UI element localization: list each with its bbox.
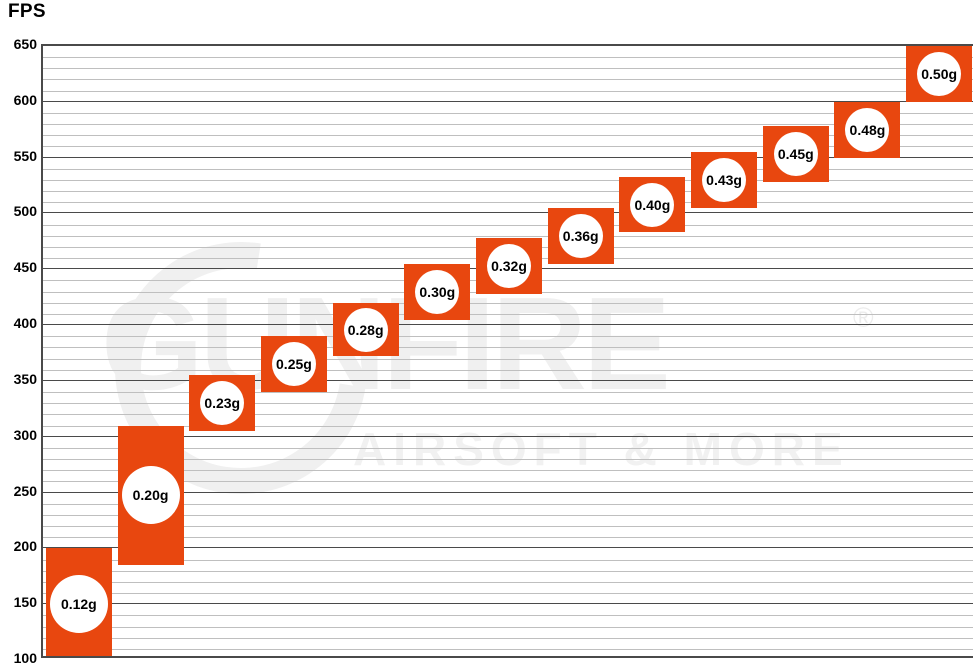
y-axis-tick-label: 100 (13, 650, 37, 666)
gridline-minor (43, 414, 973, 416)
gridline-minor (43, 626, 973, 628)
gridline-minor (43, 135, 973, 137)
gridline-major (43, 100, 973, 102)
gridline-major (43, 212, 973, 214)
gridline-minor (43, 403, 973, 405)
gridline-major (43, 156, 973, 158)
gridline-minor (43, 648, 973, 650)
gridline-minor (43, 336, 973, 338)
gridline-minor (43, 347, 973, 349)
gridline-minor (43, 581, 973, 583)
y-axis-tick-label: 450 (13, 259, 37, 276)
bar-label-bubble: 0.28g (343, 307, 388, 352)
gridline-minor (43, 112, 973, 114)
gridline-minor (43, 481, 973, 483)
y-axis-tick-label: 350 (13, 370, 37, 387)
gridline-minor (43, 615, 973, 617)
y-axis-tick-label: 400 (13, 315, 37, 332)
gridline-minor (43, 224, 973, 226)
gridline-minor (43, 124, 973, 126)
gridline-minor (43, 235, 973, 237)
plot-area: GUNFIRE ® AIRSOFT & MORE 0.12g0.20g0.23g… (41, 44, 973, 658)
bar-label-bubble: 0.43g (702, 157, 747, 202)
gridline-minor (43, 358, 973, 360)
bar-label-bubble: 0.40g (630, 182, 675, 227)
y-axis-tick-label: 250 (13, 482, 37, 499)
gridline-minor (43, 168, 973, 170)
gridline-major (43, 603, 973, 605)
gridline-minor (43, 313, 973, 315)
y-axis-tick-label: 600 (13, 91, 37, 108)
gridline-major (43, 435, 973, 437)
gridline-minor (43, 593, 973, 595)
gridline-minor (43, 369, 973, 371)
gridline-minor (43, 392, 973, 394)
gridline-minor (43, 559, 973, 561)
bar-label-bubble: 0.50g (917, 51, 962, 96)
gridline-minor (43, 459, 973, 461)
bar-label-bubble: 0.48g (845, 107, 890, 152)
gridline-minor (43, 447, 973, 449)
y-axis-tick-label: 550 (13, 147, 37, 164)
y-axis-tick-label: 200 (13, 538, 37, 555)
bar-label-bubble: 0.20g (121, 466, 180, 525)
gridline-major (43, 491, 973, 493)
gridline-minor (43, 425, 973, 427)
gridline-minor (43, 191, 973, 193)
y-axis-tick-label: 300 (13, 426, 37, 443)
gridline-minor (43, 146, 973, 148)
gridline-minor (43, 570, 973, 572)
gridline-minor (43, 514, 973, 516)
gridline-major (43, 547, 973, 549)
bar-label-bubble: 0.30g (415, 269, 460, 314)
gridline-minor (43, 68, 973, 70)
y-axis-tick-label: 150 (13, 594, 37, 611)
bar-label-bubble: 0.25g (271, 342, 316, 387)
gridline-minor (43, 503, 973, 505)
gridline-minor (43, 179, 973, 181)
bar-label-bubble: 0.32g (487, 243, 531, 288)
gridline-major (43, 379, 973, 381)
y-axis-tick-label: 650 (13, 36, 37, 52)
gridline-minor (43, 202, 973, 204)
gridline-minor (43, 302, 973, 304)
gridline-minor (43, 637, 973, 639)
bar-label-bubble: 0.12g (49, 575, 108, 634)
gridline-minor (43, 90, 973, 92)
gridline-minor (43, 79, 973, 81)
y-axis: 100 150 200 250 300 350 400 450 500 550 600 650 (0, 0, 41, 666)
y-axis-tick-label: 500 (13, 203, 37, 220)
gridline-minor (43, 57, 973, 59)
gridline-minor (43, 537, 973, 539)
gridline-major (43, 324, 973, 326)
page-title: FPS (8, 1, 46, 22)
gridline-minor (43, 470, 973, 472)
gridlines (43, 46, 973, 656)
gridline-minor (43, 526, 973, 528)
bar-label-bubble: 0.36g (558, 213, 603, 258)
bar-label-bubble: 0.23g (200, 381, 245, 426)
bar-label-bubble: 0.45g (773, 132, 818, 177)
bar-series: 0.12g 0.20g 0.23g 0.25g 0.28g 0.30g 0.32g 0.36g… (43, 46, 973, 656)
